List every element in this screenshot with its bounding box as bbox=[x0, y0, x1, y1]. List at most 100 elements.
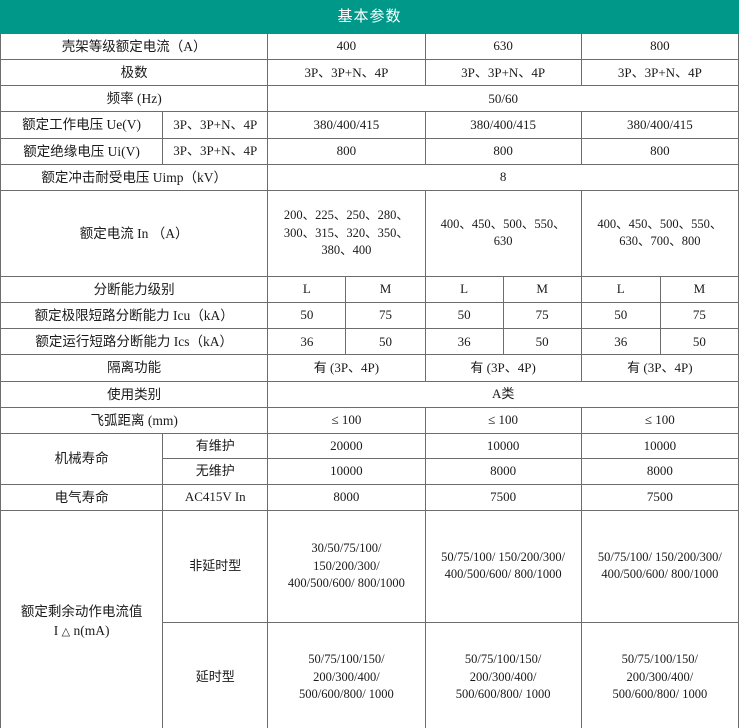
cell-breaking-class-630-m: M bbox=[502, 275, 582, 304]
row-label-arc-distance: 飞弧距离 (mm) bbox=[0, 406, 269, 434]
cell-arc-distance-400: ≤ 100 bbox=[267, 406, 426, 434]
row-residual-non-delay: 额定剩余动作电流值 I △ n(mA) 非延时型 30/50/75/100/ 1… bbox=[0, 509, 739, 728]
row-label-rated-current: 额定电流 In （A） bbox=[0, 189, 269, 277]
cell-mech-unmaintained-800: 8000 bbox=[580, 458, 739, 485]
row-label-poles: 极数 bbox=[0, 59, 269, 87]
cell-ue-400: 380/400/415 bbox=[267, 111, 426, 139]
row-label-breaking-class: 分断能力级别 bbox=[0, 275, 269, 304]
row-label-icu: 额定极限短路分断能力 Icu（kA） bbox=[0, 302, 269, 330]
cell-isolation-630: 有 (3P、4P) bbox=[424, 354, 582, 382]
row-frame-rating: 壳架等级额定电流（A） 400 630 800 bbox=[0, 32, 739, 61]
cell-ics-630-m: 50 bbox=[502, 328, 582, 356]
cell-ics-800-m: 50 bbox=[659, 328, 739, 356]
cell-residual-delay-800: 50/75/100/150/ 200/300/400/ 500/600/800/… bbox=[580, 621, 739, 728]
cell-ue-630: 380/400/415 bbox=[424, 111, 582, 139]
row-frequency: 频率 (Hz) 50/60 bbox=[0, 85, 739, 113]
cell-breaking-class-800-l: L bbox=[580, 275, 661, 304]
row-label-ics: 额定运行短路分断能力 Ics（kA） bbox=[0, 328, 269, 356]
cell-residual-delay-630: 50/75/100/150/ 200/300/400/ 500/600/800/… bbox=[424, 621, 582, 728]
row-sublabel-maintained: 有维护 bbox=[162, 432, 269, 460]
cell-ics-400-m: 50 bbox=[345, 328, 426, 356]
row-electrical-life: 电气寿命 AC415V In 8000 7500 7500 bbox=[0, 483, 739, 511]
cell-icu-800-l: 50 bbox=[580, 302, 661, 330]
row-usage-category: 使用类别 A类 bbox=[0, 380, 739, 408]
cell-mech-unmaintained-630: 8000 bbox=[424, 458, 582, 485]
cell-ui-800: 800 bbox=[580, 137, 739, 165]
cell-residual-non-delay-630: 50/75/100/ 150/200/300/ 400/500/600/ 800… bbox=[424, 509, 582, 623]
row-arc-distance: 飞弧距离 (mm) ≤ 100 ≤ 100 ≤ 100 bbox=[0, 406, 739, 434]
row-rated-insulation-voltage: 额定绝缘电压 Ui(V) 3P、3P+N、4P 800 800 800 bbox=[0, 137, 739, 165]
cell-mech-maintained-400: 20000 bbox=[267, 432, 426, 460]
cell-residual-non-delay-800: 50/75/100/ 150/200/300/ 400/500/600/ 800… bbox=[580, 509, 739, 623]
cell-breaking-class-800-m: M bbox=[659, 275, 739, 304]
cell-mech-unmaintained-400: 10000 bbox=[267, 458, 426, 485]
cell-residual-non-delay-400: 30/50/75/100/ 150/200/300/ 400/500/600/ … bbox=[267, 509, 426, 623]
cell-breaking-class-400-m: M bbox=[345, 275, 426, 304]
cell-rated-current-800: 400、450、500、550、630、700、800 bbox=[580, 189, 739, 277]
row-rated-current: 额定电流 In （A） 200、225、250、280、300、315、320、… bbox=[0, 189, 739, 277]
cell-arc-distance-800: ≤ 100 bbox=[580, 406, 739, 434]
residual-symbol-i: I bbox=[53, 623, 59, 639]
cell-usage-category-value: A类 bbox=[267, 380, 739, 408]
cell-impulse-withstand-value: 8 bbox=[267, 163, 739, 191]
row-breaking-class: 分断能力级别 L M L M L M bbox=[0, 275, 739, 304]
cell-isolation-800: 有 (3P、4P) bbox=[580, 354, 739, 382]
row-label-frequency: 频率 (Hz) bbox=[0, 85, 269, 113]
row-ics: 额定运行短路分断能力 Ics（kA） 36 50 36 50 36 50 bbox=[0, 328, 739, 356]
row-label-usage-category: 使用类别 bbox=[0, 380, 269, 408]
row-residual-delay: 延时型 50/75/100/150/ 200/300/400/ 500/600/… bbox=[1, 621, 739, 728]
residual-label-line2: I △ n(mA) bbox=[3, 621, 160, 641]
cell-ui-630: 800 bbox=[424, 137, 582, 165]
banner-title: 基本参数 bbox=[0, 0, 739, 34]
cell-poles-400: 3P、3P+N、4P bbox=[267, 59, 426, 87]
cell-rated-current-400: 200、225、250、280、300、315、320、350、380、400 bbox=[267, 189, 426, 277]
row-label-rated-insulation-voltage: 额定绝缘电压 Ui(V) bbox=[0, 137, 164, 165]
cell-rated-current-630: 400、450、500、550、630 bbox=[424, 189, 582, 277]
cell-breaking-class-630-l: L bbox=[424, 275, 504, 304]
cell-poles-630: 3P、3P+N、4P bbox=[424, 59, 582, 87]
cell-icu-630-l: 50 bbox=[424, 302, 504, 330]
cell-icu-400-l: 50 bbox=[267, 302, 347, 330]
row-sublabel-delay: 延时型 bbox=[162, 621, 269, 728]
table-banner-row: 基本参数 bbox=[0, 0, 739, 34]
triangle-icon: △ bbox=[61, 626, 71, 639]
cell-elec-life-630: 7500 bbox=[424, 483, 582, 511]
cell-arc-distance-630: ≤ 100 bbox=[424, 406, 582, 434]
row-sublabel-non-delay: 非延时型 bbox=[162, 509, 269, 623]
cell-icu-400-m: 75 bbox=[345, 302, 426, 330]
cell-frame-rating-630: 630 bbox=[424, 32, 582, 61]
cell-mech-maintained-800: 10000 bbox=[580, 432, 739, 460]
row-sublabel-rated-working-voltage: 3P、3P+N、4P bbox=[162, 111, 269, 139]
residual-label-line1: 额定剩余动作电流值 bbox=[20, 604, 143, 620]
row-label-residual-current: 额定剩余动作电流值 I △ n(mA) bbox=[0, 509, 164, 728]
cell-frequency-value: 50/60 bbox=[267, 85, 739, 113]
cell-isolation-400: 有 (3P、4P) bbox=[267, 354, 426, 382]
banner-title-text: 基本参数 bbox=[337, 9, 402, 25]
cell-frame-rating-400: 400 bbox=[267, 32, 426, 61]
row-mechanical-life-maintained: 机械寿命 有维护 20000 10000 10000 bbox=[0, 432, 739, 485]
row-label-impulse-withstand: 额定冲击耐受电压 Uimp（kV） bbox=[0, 163, 269, 191]
row-impulse-withstand: 额定冲击耐受电压 Uimp（kV） 8 bbox=[0, 163, 739, 191]
row-rated-working-voltage: 额定工作电压 Ue(V) 3P、3P+N、4P 380/400/415 380/… bbox=[0, 111, 739, 139]
row-mechanical-life-unmaintained: 无维护 10000 8000 8000 bbox=[1, 458, 739, 485]
cell-breaking-class-400-l: L bbox=[267, 275, 347, 304]
row-label-mechanical-life: 机械寿命 bbox=[0, 432, 164, 485]
cell-elec-life-400: 8000 bbox=[267, 483, 426, 511]
row-poles: 极数 3P、3P+N、4P 3P、3P+N、4P 3P、3P+N、4P bbox=[0, 59, 739, 87]
row-label-isolation: 隔离功能 bbox=[0, 354, 269, 382]
row-label-electrical-life: 电气寿命 bbox=[0, 483, 164, 511]
cell-mech-maintained-630: 10000 bbox=[424, 432, 582, 460]
cell-elec-life-800: 7500 bbox=[580, 483, 739, 511]
row-isolation: 隔离功能 有 (3P、4P) 有 (3P、4P) 有 (3P、4P) bbox=[0, 354, 739, 382]
row-label-rated-working-voltage: 额定工作电压 Ue(V) bbox=[0, 111, 164, 139]
cell-ics-400-l: 36 bbox=[267, 328, 347, 356]
row-icu: 额定极限短路分断能力 Icu（kA） 50 75 50 75 50 75 bbox=[0, 302, 739, 330]
row-sublabel-unmaintained: 无维护 bbox=[162, 458, 269, 485]
cell-residual-delay-400: 50/75/100/150/ 200/300/400/ 500/600/800/… bbox=[267, 621, 426, 728]
cell-icu-630-m: 75 bbox=[502, 302, 582, 330]
cell-poles-800: 3P、3P+N、4P bbox=[580, 59, 739, 87]
cell-ics-800-l: 36 bbox=[580, 328, 661, 356]
cell-ics-630-l: 36 bbox=[424, 328, 504, 356]
